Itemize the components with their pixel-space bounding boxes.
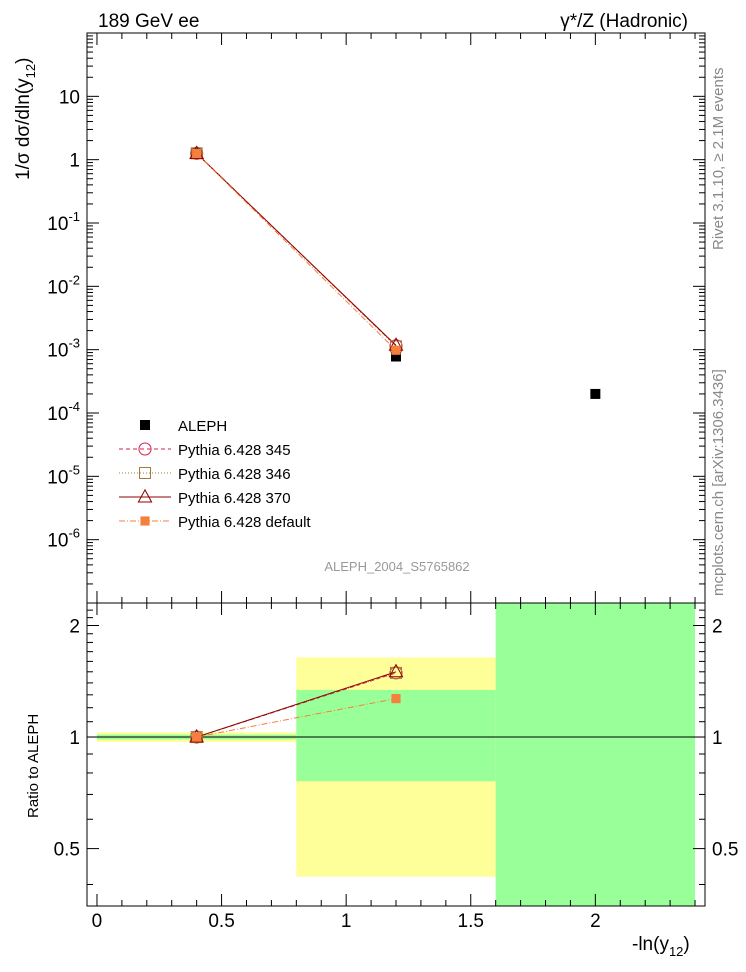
data-point-1: [391, 351, 401, 362]
ratio-y-tick-label-left-2: 2: [69, 616, 80, 637]
ratio-ylabel: Ratio to ALEPH: [25, 714, 42, 818]
main-lines: [196, 152, 397, 351]
mc-line-4: [196, 153, 397, 351]
ratio-bands: [87, 603, 705, 906]
main-y-tick-label-1: 10-5: [47, 462, 80, 488]
axes: [86, 32, 706, 907]
mc-marker-4-0: [192, 148, 202, 159]
header-right: γ*/Z (Hadronic): [560, 11, 688, 32]
main-y-tick-label-3: 10-3: [47, 336, 80, 362]
legend-marker-aleph: [140, 420, 150, 430]
mcplots-label: mcplots.cern.ch [arXiv:1306.3436]: [710, 369, 727, 596]
mc-marker-4-1: [391, 345, 401, 355]
ratio-y-tick-label-left-0: 0.5: [54, 840, 80, 861]
legend-marker-2: [139, 467, 151, 479]
main-points: [189, 145, 601, 399]
band-inner-1: [296, 689, 496, 782]
x-tick-label-3: 1.5: [458, 911, 484, 932]
ratio-y-tick-label-left-1: 1: [69, 728, 80, 749]
main-y-tick-label-4: 10-2: [47, 272, 80, 298]
main-y-tick-label-2: 10-4: [47, 399, 80, 425]
ratio-y-tick-label-right-1: 1: [712, 728, 723, 749]
x-tick-label-0: 0: [92, 911, 103, 932]
tick-labels: 0 0.5 1 1.5 2 10-6 10-5 10-4 10-3 10-2 10-1 1 10 0.5 0…: [47, 87, 738, 932]
ratio-lines: [189, 663, 404, 744]
ratio-y-tick-label-right-2: 2: [712, 616, 723, 637]
main-y-tick-label-7: 10: [59, 87, 80, 108]
legend-label-1: Pythia 6.428 345: [178, 442, 291, 459]
legend-label-4: Pythia 6.428 default: [178, 514, 311, 531]
legend-marker-4: [140, 516, 150, 526]
ratio-marker-1-1: [390, 666, 402, 679]
ratio-line-3: [196, 698, 397, 738]
ratio-marker-3-1: [391, 693, 401, 704]
mc-line-3: [196, 153, 397, 346]
x-tick-label-4: 2: [590, 911, 601, 932]
analysis-watermark: ALEPH_2004_S5765862: [324, 559, 469, 574]
main-ylabel-text: 1/σ dσ/dln(y: [13, 78, 34, 180]
rivet-label: Rivet 3.1.10, ≥ 2.1M events: [710, 68, 727, 251]
ratio-line-1: [196, 672, 397, 738]
ratio-marker-0-0: [190, 730, 204, 744]
main-y-tick-label-5: 10-1: [47, 209, 80, 235]
x-axis-label: -ln(y12): [632, 934, 690, 959]
band-inner-2: [495, 603, 696, 906]
legend: ALEPH Pythia 6.428 345 Pythia 6.428 346 Pyt…: [119, 418, 311, 531]
legend-marker-3: [137, 488, 153, 503]
x-tick-label-2: 1: [341, 911, 352, 932]
header-left: 189 GeV ee: [98, 11, 199, 32]
main-y-tick-label-6: 1: [69, 151, 80, 172]
x-tick-label-1: 0.5: [208, 911, 234, 932]
legend-label-2: Pythia 6.428 346: [178, 466, 291, 483]
data-point-2: [590, 388, 601, 399]
ratio-marker-0-1: [389, 666, 403, 680]
legend-label-3: Pythia 6.428 370: [178, 490, 291, 507]
legend-label-0: ALEPH: [178, 418, 227, 435]
main-ylabel: 1/σ dσ/dln(y12): [13, 58, 38, 180]
ratio-marker-3-0: [192, 732, 202, 742]
main-y-tick-label-0: 10-6: [47, 526, 80, 552]
ratio-marker-2-1: [388, 663, 404, 678]
ratio-marker-1-0: [190, 731, 203, 744]
legend-marker-1: [138, 442, 152, 456]
ratio-line-2: [196, 671, 397, 738]
ratio-y-tick-label-right-0: 0.5: [712, 840, 738, 861]
